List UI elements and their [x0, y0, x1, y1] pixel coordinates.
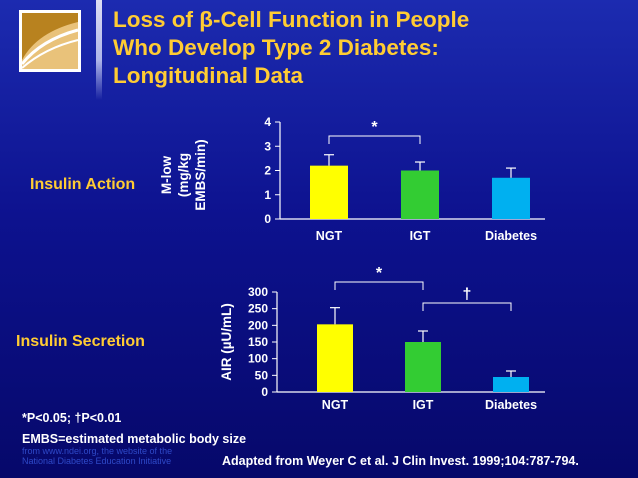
- y-axis-label: AIR (µU/mL): [219, 303, 234, 381]
- bar-ngt: [310, 165, 348, 219]
- category-label: IGT: [413, 398, 434, 412]
- category-label: NGT: [316, 229, 343, 243]
- category-label: Diabetes: [485, 229, 537, 243]
- y-axis-label: EMBS/min): [193, 139, 208, 210]
- y-tick-label: 200: [248, 318, 268, 332]
- bar-igt: [401, 170, 439, 219]
- category-label: Diabetes: [485, 398, 537, 412]
- insulin-action-label: Insulin Action: [30, 176, 136, 193]
- significance-bracket: [334, 281, 424, 290]
- title-line-3: Longitudinal Data: [113, 63, 303, 88]
- y-tick-label: 300: [248, 285, 268, 299]
- y-tick-label: 1: [264, 188, 271, 202]
- category-label: IGT: [410, 229, 431, 243]
- y-tick-label: 0: [261, 385, 268, 399]
- significance-marker: *: [371, 119, 378, 136]
- y-axis-label: M-low: [159, 155, 174, 194]
- category-label: NGT: [322, 398, 349, 412]
- y-tick-label: 100: [248, 352, 268, 366]
- bar-ngt: [317, 324, 353, 392]
- significance-footnote: *P<0.05; †P<0.01: [22, 411, 122, 425]
- significance-bracket: [328, 135, 421, 144]
- title-line-1: Loss of β-Cell Function in People: [113, 7, 470, 32]
- y-tick-label: 50: [255, 368, 269, 382]
- source-line-2: National Diabetes Education Initiative: [22, 456, 172, 466]
- diabetes-education-logo: [19, 10, 81, 72]
- source-note: from www.ndei.org, the website of the Na…: [22, 446, 172, 466]
- significance-marker: †: [463, 286, 472, 303]
- title-accent-bar: [96, 0, 102, 100]
- citation: Adapted from Weyer C et al. J Clin Inves…: [222, 454, 579, 468]
- title-line-2: Who Develop Type 2 Diabetes:: [113, 35, 439, 60]
- embs-footnote: EMBS=estimated metabolic body size: [22, 432, 247, 446]
- bar-diabetes: [492, 177, 530, 219]
- y-tick-label: 0: [264, 212, 271, 226]
- bar-igt: [405, 342, 441, 392]
- y-tick-label: 250: [248, 302, 268, 316]
- significance-marker: *: [376, 265, 383, 282]
- y-tick-label: 3: [264, 139, 271, 153]
- significance-bracket: [422, 302, 512, 311]
- source-line-1: from www.ndei.org, the website of the: [22, 446, 173, 456]
- insulin-secretion-label: Insulin Secretion: [16, 333, 145, 350]
- slide-title: Loss of β-Cell Function in People Who De…: [113, 6, 633, 90]
- y-tick-label: 4: [264, 115, 271, 129]
- y-axis-label: (mg/kg: [176, 153, 191, 197]
- y-tick-label: 2: [264, 164, 271, 178]
- bar-diabetes: [493, 377, 529, 392]
- y-tick-label: 150: [248, 335, 268, 349]
